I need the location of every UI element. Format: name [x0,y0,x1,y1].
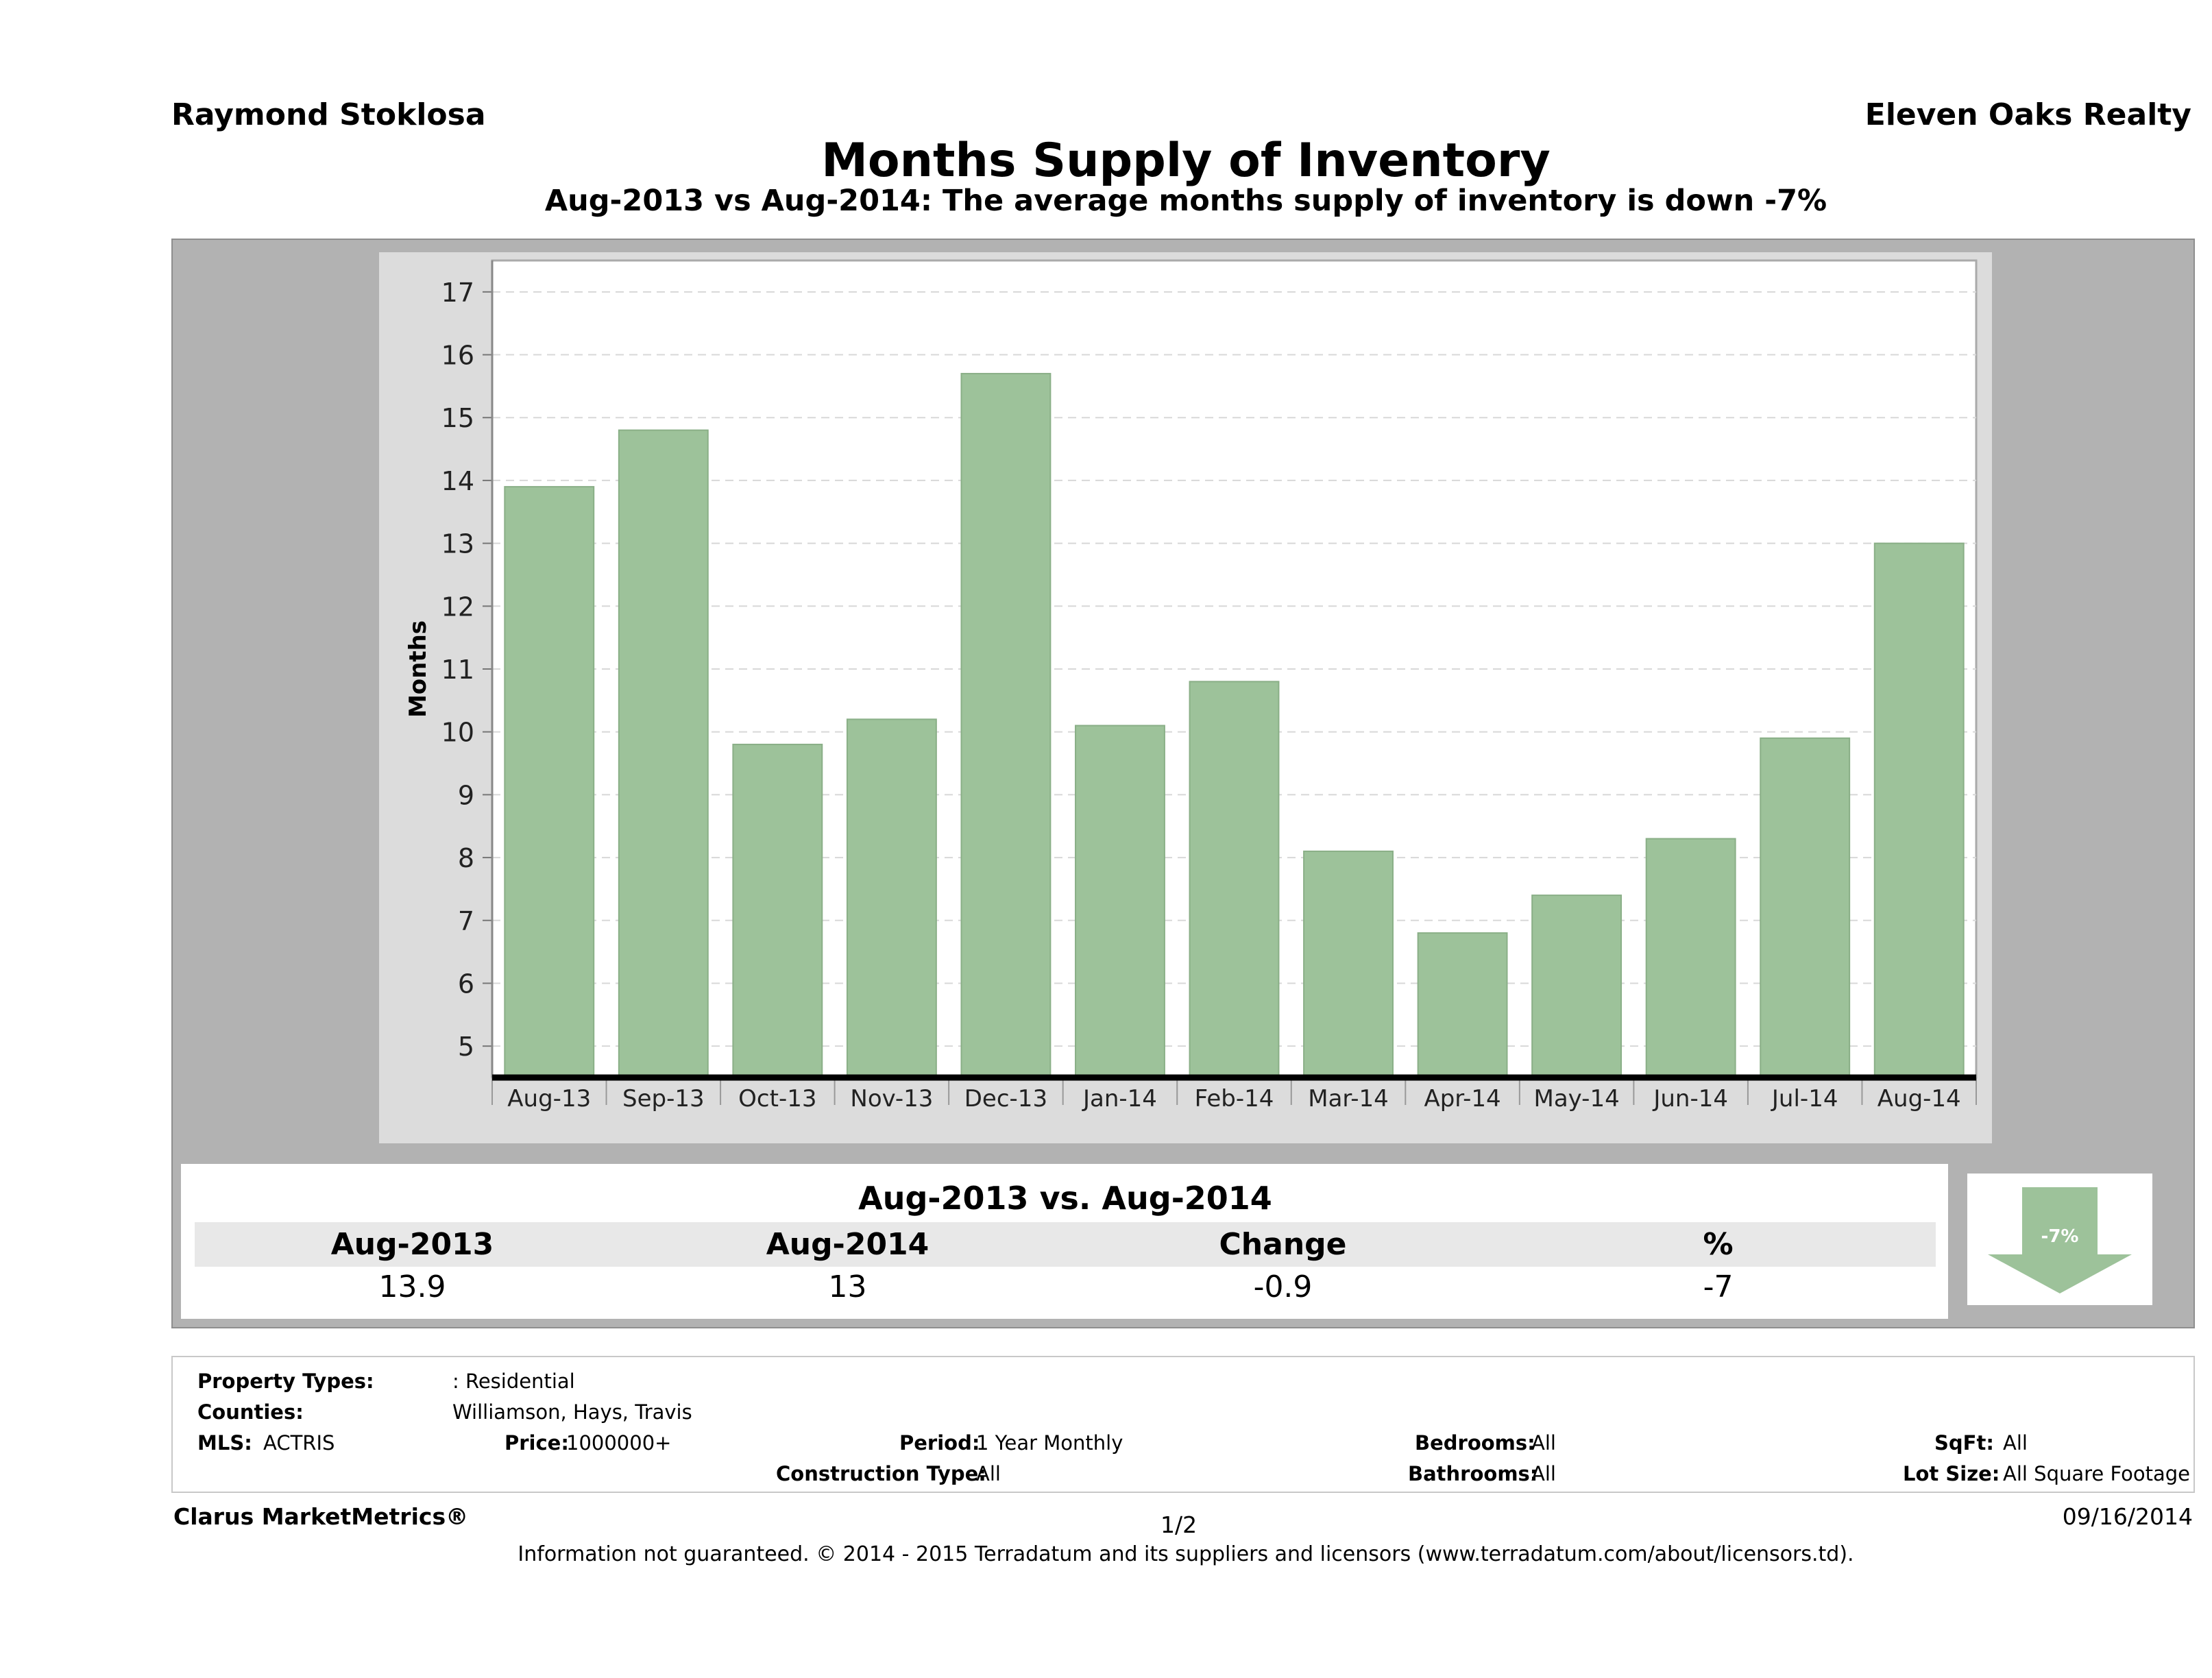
property-types-value: : Residential [452,1370,575,1393]
x-tick-label: Jan-14 [1082,1085,1157,1112]
bathrooms-label: Bathrooms: [1408,1462,1538,1485]
summary-col-start: Aug-2013 [330,1227,494,1262]
summary-value-start: 13.9 [378,1269,446,1304]
counties-value: Williamson, Hays, Travis [452,1400,692,1424]
trend-arrow-box: -7% [1967,1174,2152,1305]
y-tick-label: 5 [458,1032,474,1062]
report-title: Months Supply of Inventory [821,134,1551,188]
x-tick-label: May-14 [1533,1085,1619,1112]
y-tick-label: 6 [458,969,474,999]
bar-oct-13 [732,744,823,1078]
summary-col-end: Aug-2014 [766,1227,929,1262]
summary-value-change: -0.9 [1253,1269,1313,1304]
sqft-label: SqFt: [1934,1431,1994,1455]
report-date: 09/16/2014 [2062,1503,2193,1530]
bar-aug-14 [1873,542,1965,1079]
summary-col-percent: % [1703,1227,1734,1262]
bar-feb-14 [1189,681,1280,1078]
x-tick-label: Oct-13 [738,1085,816,1112]
lot-size-label: Lot Size: [1903,1462,2000,1485]
y-tick-label: 17 [441,278,474,308]
bar-mar-14 [1303,850,1394,1079]
summary-header-row: Aug-2013 Aug-2014 Change % [195,1222,1936,1267]
footer-brand: Clarus MarketMetrics® [173,1503,469,1530]
bar-sep-13 [618,429,709,1079]
summary-col-change: Change [1219,1227,1347,1262]
summary-heading: Aug-2013 vs. Aug-2014 [195,1174,1936,1222]
report-criteria: Property Types: : Residential Counties: … [171,1356,2195,1493]
summary-value-row: 13.9 13 -0.9 -7 [195,1267,1936,1308]
x-tick-label: Aug-14 [1877,1085,1961,1112]
summary-value-end: 13 [828,1269,867,1304]
x-tick-label: Nov-13 [850,1085,933,1112]
trend-arrow-label: -7% [2041,1226,2079,1247]
bar-jun-14 [1645,838,1736,1078]
price-label: Price: [505,1431,569,1455]
sqft-value: All [2003,1431,2028,1455]
y-tick-label: 14 [441,466,474,496]
y-axis-label: Months [404,620,432,718]
x-tick-label: Aug-13 [507,1085,591,1112]
bar-jan-14 [1075,725,1165,1078]
construction-type-label: Construction Type: [776,1462,986,1485]
bar-dec-13 [960,373,1052,1079]
disclaimer: Information not guaranteed. © 2014 - 201… [518,1542,1854,1566]
x-tick-label: Sep-13 [622,1085,705,1112]
agent-name: Raymond Stoklosa [171,97,486,132]
y-tick-label: 12 [441,592,474,622]
summary-value-percent: -7 [1703,1269,1734,1304]
y-tick-label: 7 [458,906,474,936]
report-subtitle: Aug-2013 vs Aug-2014: The average months… [544,184,1827,218]
x-tick-label: Apr-14 [1424,1085,1500,1112]
x-tick-label: Feb-14 [1195,1085,1274,1112]
chart-container: 5 6 7 8 9 10 11 12 13 14 15 16 17 Aug-13 Sep-13 Oct-13 N… [379,252,1992,1143]
bar-apr-14 [1417,932,1508,1078]
mls-value: ACTRIS [263,1431,335,1455]
bar-may-14 [1531,895,1622,1078]
x-tick-label: Jun-14 [1652,1085,1728,1112]
y-tick-label: 11 [441,655,474,685]
bedrooms-value: All [1531,1431,1556,1455]
y-tick-label: 13 [441,529,474,559]
bar-aug-13 [504,486,595,1079]
price-value: 1000000+ [566,1431,672,1455]
mls-label: MLS: [197,1431,252,1455]
property-types-label: Property Types: [197,1370,374,1393]
y-tick-label: 10 [441,718,474,748]
page-number: 1/2 [1160,1511,1198,1538]
bar-jul-14 [1760,737,1851,1078]
broker-name: Eleven Oaks Realty [1864,97,2191,132]
x-tick-label: Dec-13 [964,1085,1047,1112]
x-tick-label: Jul-14 [1771,1085,1838,1112]
bar-chart: 5 6 7 8 9 10 11 12 13 14 15 16 17 Aug-13 Sep-13 Oct-13 N… [404,259,1978,1112]
y-tick-label: 9 [458,780,474,810]
y-tick-label: 8 [458,843,474,873]
counties-label: Counties: [197,1400,304,1424]
bedrooms-label: Bedrooms: [1415,1431,1535,1455]
y-tick-label: 15 [441,403,474,433]
down-arrow-icon: -7% [1988,1187,2132,1293]
lot-size-value: All Square Footage [2003,1462,2191,1485]
bar-nov-13 [846,718,937,1078]
period-value: 1 Year Monthly [976,1431,1123,1455]
y-tick-label: 16 [441,341,474,371]
bathrooms-value: All [1531,1462,1556,1485]
x-tick-label: Mar-14 [1308,1085,1389,1112]
period-label: Period: [899,1431,980,1455]
construction-type-value: All [976,1462,1001,1485]
